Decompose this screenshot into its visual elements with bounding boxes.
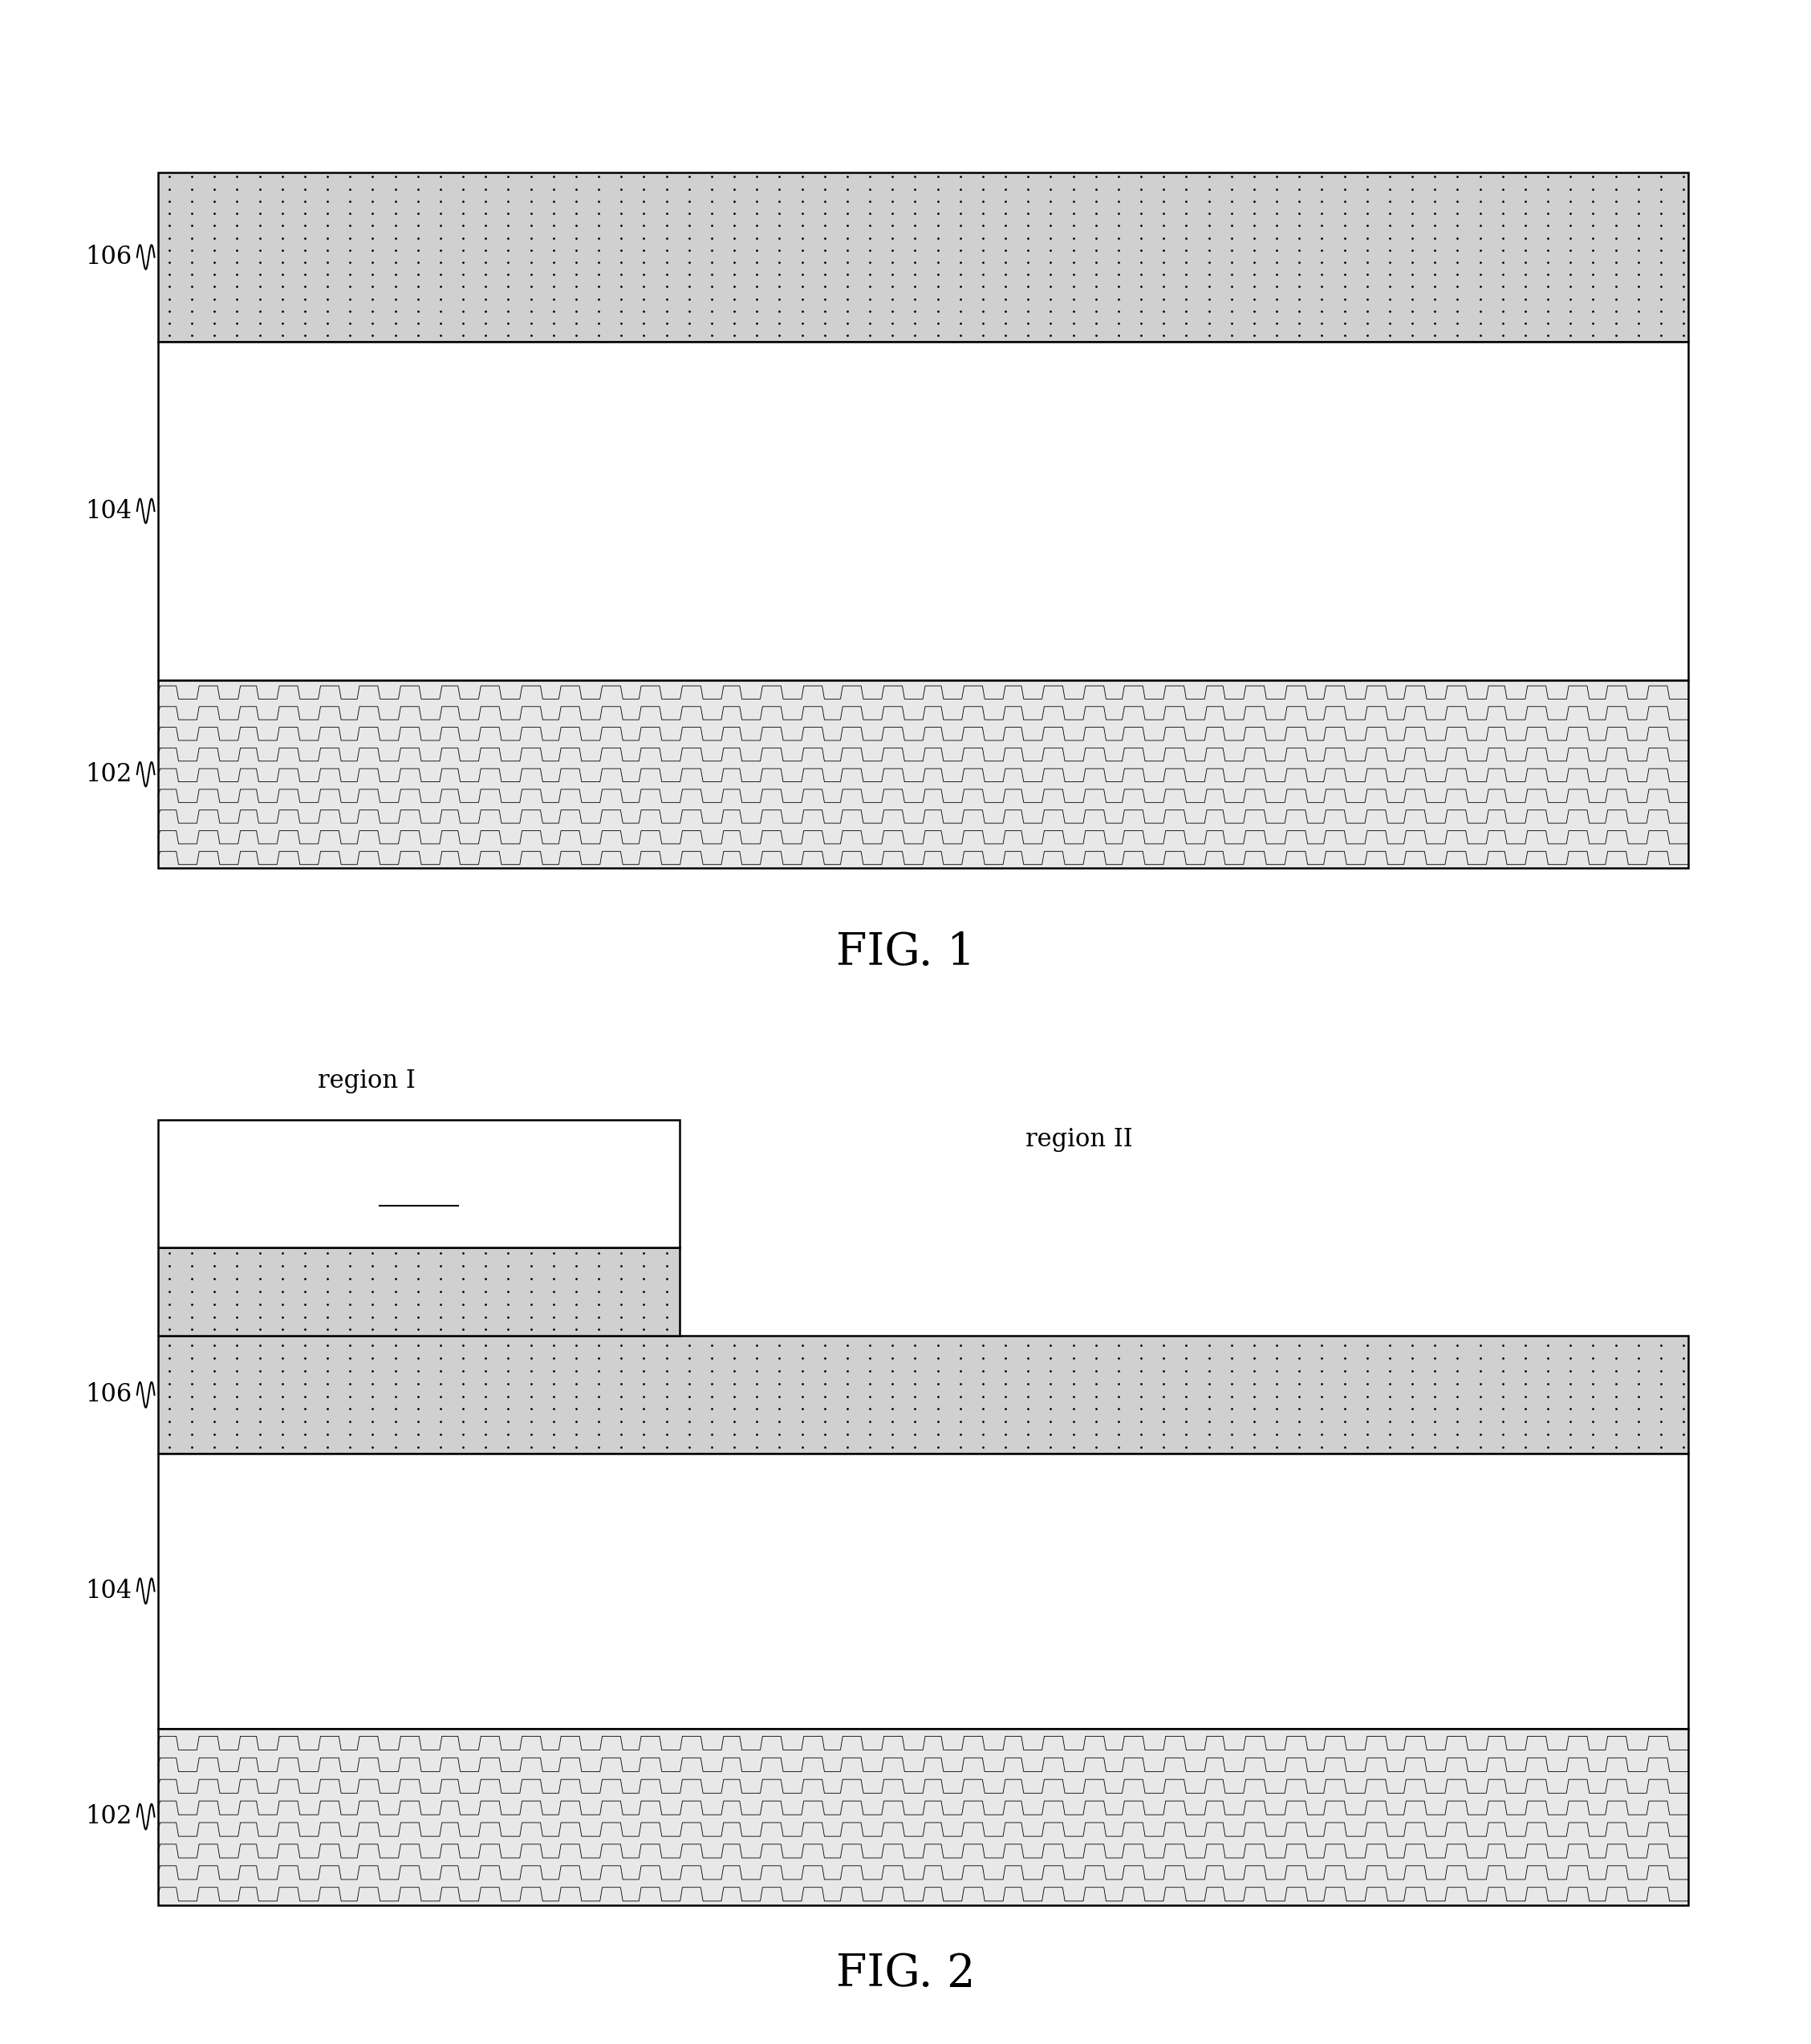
Text: 102: 102 (85, 762, 132, 787)
Bar (158, 341, 1688, 681)
Bar (158, 1729, 1688, 1905)
Bar (158, 1247, 679, 1337)
Bar (158, 1337, 1688, 1453)
Text: 106: 106 (85, 1382, 132, 1406)
Text: FIG. 1: FIG. 1 (837, 930, 974, 975)
Text: 102: 102 (85, 1805, 132, 1829)
Text: 104: 104 (85, 1578, 132, 1602)
Text: 104: 104 (85, 499, 132, 523)
Text: FIG. 2: FIG. 2 (837, 1952, 974, 1995)
Bar (158, 172, 1688, 341)
Text: 106: 106 (85, 245, 132, 270)
Bar (158, 1120, 679, 1247)
Text: region II: region II (1025, 1128, 1134, 1153)
Bar (158, 681, 1688, 869)
Bar (158, 1453, 1688, 1729)
Text: 202: 202 (395, 1171, 442, 1196)
Text: region I: region I (317, 1069, 415, 1094)
